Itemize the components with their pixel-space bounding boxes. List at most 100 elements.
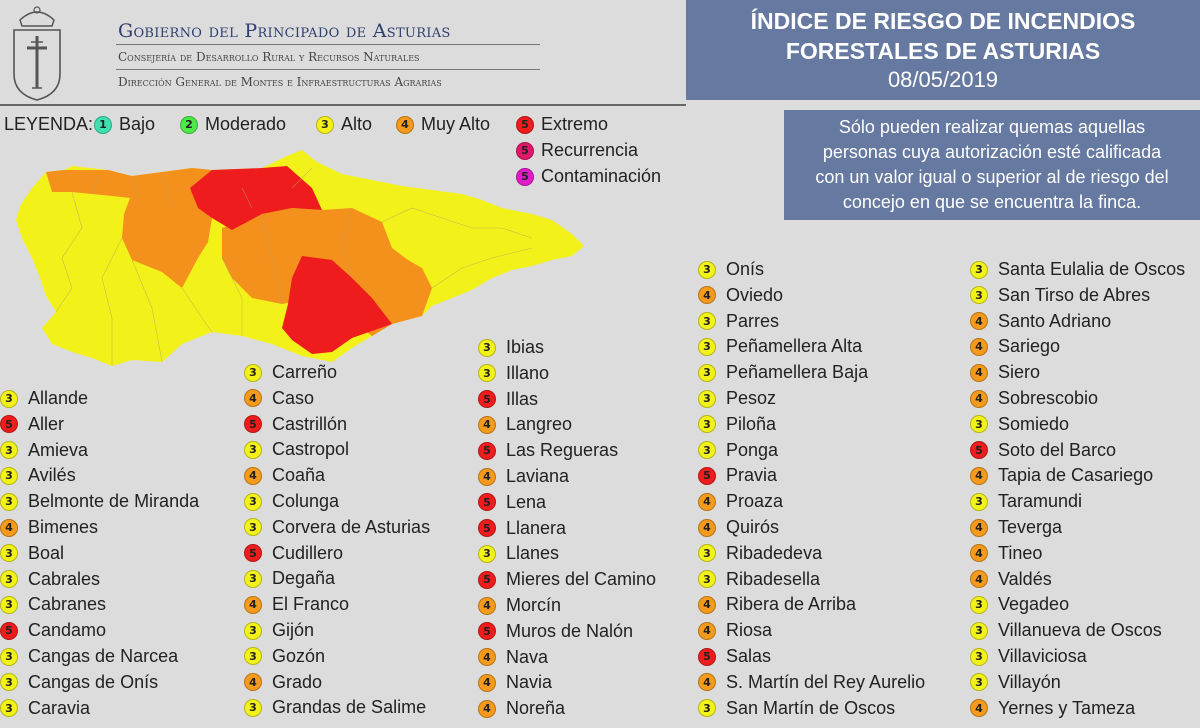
municipality-name: Cangas de Onís	[28, 671, 159, 692]
municipality-name: Sariego	[998, 336, 1061, 357]
municipality-item: 4 Tapia de Casariego	[970, 465, 1153, 486]
municipality-name: Piloña	[726, 413, 777, 434]
risk-level-badge: 4	[244, 466, 262, 485]
risk-level-badge: 1	[94, 115, 112, 134]
municipality-name: Villanueva de Oscos	[998, 620, 1162, 641]
risk-level-badge: 3	[0, 492, 18, 511]
municipality-name: Boal	[28, 542, 65, 563]
municipality-name: Morcín	[506, 595, 562, 615]
municipality-name: Ibias	[506, 337, 545, 357]
legend-item: 5 Extremo	[516, 114, 608, 135]
risk-level-badge: 4	[970, 389, 988, 408]
risk-level-badge: 4	[970, 544, 988, 563]
municipality-item: 3 Gijón	[244, 620, 314, 641]
risk-level-badge: 5	[478, 493, 496, 512]
municipality-name: Aller	[28, 413, 65, 434]
municipality-name: Gozón	[272, 645, 326, 666]
municipality-item: 3 Ponga	[698, 440, 778, 461]
risk-level-badge: 3	[244, 698, 262, 717]
municipality-name: Cangas de Narcea	[28, 646, 179, 666]
risk-level-badge: 5	[478, 390, 496, 409]
municipality-item: 4 Coaña	[244, 465, 325, 486]
municipality-name: Ponga	[726, 439, 779, 460]
risk-level-badge: 3	[970, 647, 988, 666]
legend-item-label: Bajo	[119, 114, 156, 134]
municipality-name: Belmonte de Miranda	[28, 491, 200, 512]
municipality-item: 4 Yernes y Tameza	[970, 698, 1135, 719]
municipality-name: Degaña	[272, 568, 336, 589]
risk-level-badge: 3	[970, 673, 988, 692]
municipality-item: 4 Caso	[244, 388, 314, 409]
risk-level-badge: 4	[478, 467, 496, 486]
municipality-name: Ribadesella	[726, 568, 821, 589]
risk-level-badge: 4	[244, 595, 262, 614]
risk-level-badge: 5	[0, 621, 18, 640]
risk-level-badge: 5	[970, 441, 988, 460]
municipality-item: 5 Aller	[0, 414, 64, 435]
risk-level-badge: 4	[698, 492, 716, 511]
municipality-item: 5 Soto del Barco	[970, 440, 1116, 461]
municipality-name: Cabrales	[28, 568, 101, 589]
municipality-item: 4 El Franco	[244, 594, 349, 615]
municipality-name: Onís	[726, 259, 765, 279]
municipality-name: Caso	[272, 387, 315, 408]
risk-level-badge: 3	[478, 544, 496, 563]
risk-level-badge: 3	[698, 389, 716, 408]
divider	[116, 44, 540, 45]
municipality-item: 3 Cabrales	[0, 569, 100, 590]
risk-level-badge: 5	[244, 415, 262, 434]
municipality-name: Vegadeo	[998, 594, 1070, 615]
legend-item-label: Recurrencia	[541, 140, 639, 160]
risk-level-badge: 4	[698, 595, 716, 614]
municipality-name: Llanes	[506, 543, 560, 564]
risk-level-badge: 4	[970, 518, 988, 537]
municipality-item: 3 Boal	[0, 543, 64, 564]
municipality-item: 4 Ribera de Arriba	[698, 594, 856, 615]
municipality-item: 3 Cangas de Onís	[0, 672, 158, 693]
municipality-item: 5 Llanera	[478, 518, 566, 539]
risk-level-badge: 4	[970, 312, 988, 331]
municipality-item: 3 Degaña	[244, 568, 335, 589]
municipality-item: 4 S. Martín del Rey Aurelio	[698, 672, 925, 693]
consejeria-name: Consejería de Desarrollo Rural y Recurso…	[118, 50, 420, 64]
municipality-name: Laviana	[506, 466, 570, 486]
municipality-name: San Martín de Oscos	[726, 697, 896, 718]
municipality-item: 4 Morcín	[478, 595, 561, 616]
risk-level-badge: 5	[516, 141, 534, 160]
risk-level-badge: 3	[698, 337, 716, 356]
municipality-item: 3 Caravia	[0, 698, 90, 719]
municipality-item: 3 Colunga	[244, 491, 339, 512]
municipality-name: Teverga	[998, 517, 1063, 537]
risk-level-badge: 4	[970, 363, 988, 382]
risk-level-badge: 3	[0, 441, 18, 460]
government-title: Gobierno del Principado de Asturias	[118, 20, 451, 42]
divider	[116, 69, 540, 70]
municipality-name: Tapia de Casariego	[998, 465, 1154, 486]
municipality-item: 3 Llanes	[478, 543, 559, 564]
municipality-name: Oviedo	[726, 284, 784, 305]
municipality-item: 3 Somiedo	[970, 414, 1069, 435]
municipality-name: Coaña	[272, 465, 326, 486]
risk-level-badge: 5	[516, 115, 534, 134]
risk-level-badge: 4	[478, 673, 496, 692]
municipality-item: 4 Laviana	[478, 466, 569, 487]
municipality-item: 3 Grandas de Salime	[244, 697, 426, 718]
municipality-item: 3 Castropol	[244, 439, 349, 460]
municipality-item: 3 Carreño	[244, 362, 337, 383]
risk-level-badge: 5	[698, 647, 716, 666]
risk-level-badge: 3	[698, 415, 716, 434]
title-banner: ÍNDICE DE RIESGO DE INCENDIOS FORESTALES…	[686, 0, 1200, 100]
municipality-item: 3 Peñamellera Alta	[698, 336, 862, 357]
municipality-item: 3 Illano	[478, 363, 549, 384]
risk-level-badge: 4	[478, 648, 496, 667]
municipality-item: 5 Lena	[478, 492, 546, 513]
map-region-extremo-south	[282, 256, 392, 354]
municipality-item: 4 Teverga	[970, 517, 1062, 538]
municipality-item: 5 Pravia	[698, 465, 777, 486]
municipality-item: 3 San Martín de Oscos	[698, 698, 895, 719]
municipality-item: 3 Villayón	[970, 672, 1061, 693]
municipality-name: Langreo	[506, 414, 573, 435]
municipality-name: Somiedo	[998, 413, 1070, 434]
municipality-name: Ribera de Arriba	[726, 594, 857, 615]
legend-label: LEYENDA:	[4, 114, 94, 134]
